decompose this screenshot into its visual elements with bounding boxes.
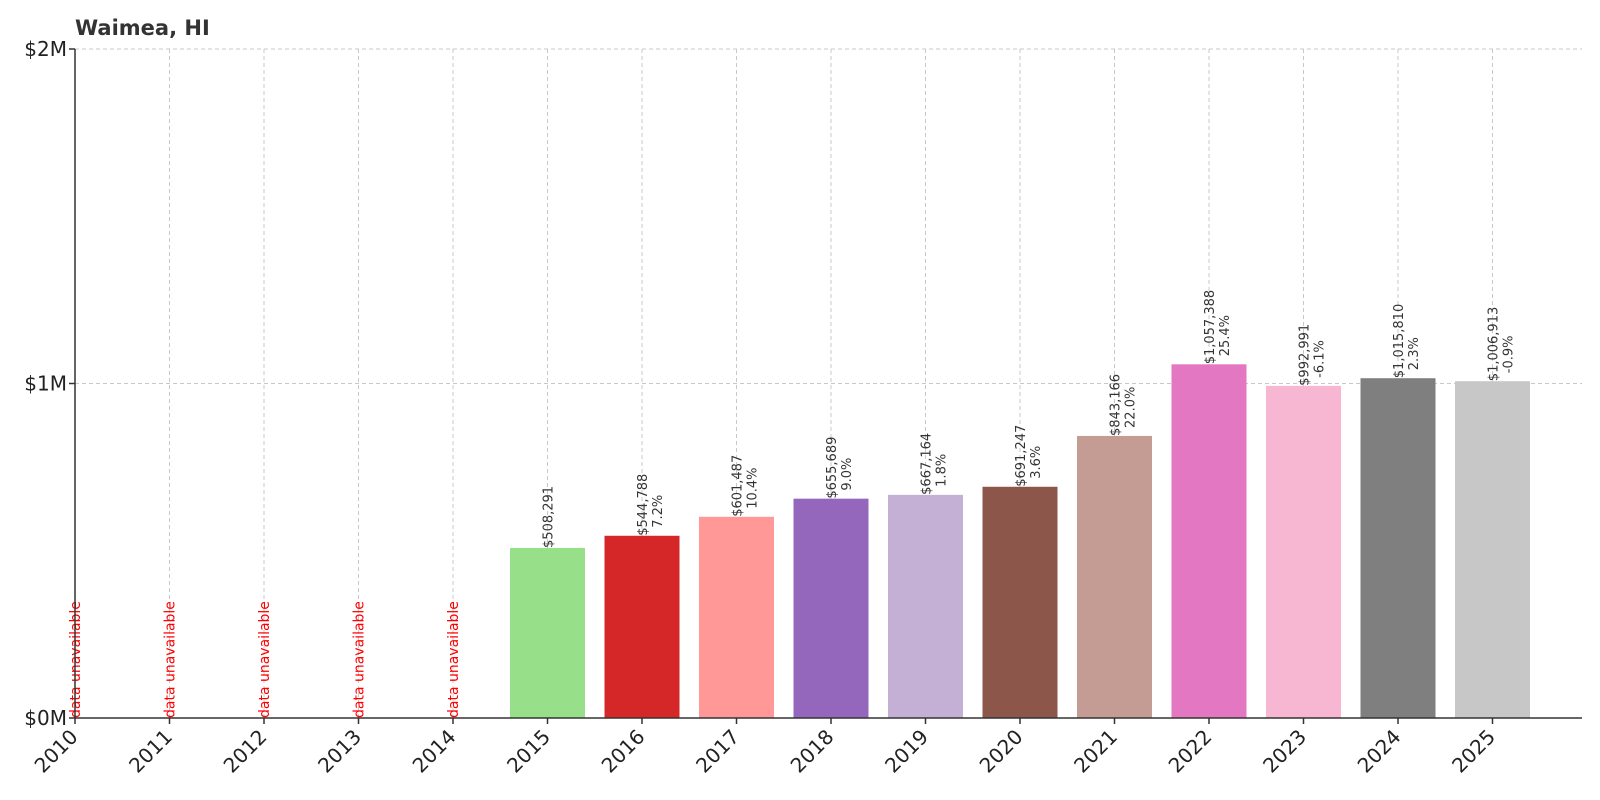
bar-2023 (1266, 385, 1341, 718)
value-label: $1,015,810 (1392, 304, 1407, 378)
bar-2020 (982, 486, 1058, 718)
bar-2025 (1455, 381, 1530, 718)
x-tick-label: 2015 (502, 725, 555, 778)
value-label: $508,291 (542, 486, 557, 548)
x-tick-label: 2020 (975, 725, 1028, 778)
x-tick-label: 2021 (1069, 725, 1122, 778)
x-tick-label: 2011 (124, 725, 177, 778)
change-label: 10.4% (746, 467, 761, 508)
x-tick-label: 2014 (408, 725, 461, 778)
x-tick-label: 2024 (1353, 725, 1406, 778)
value-label: $544,788 (636, 474, 651, 536)
data-labels: data unavailable data unavailable data una… (68, 290, 1517, 718)
unavailable-label: data unavailable (446, 601, 462, 718)
x-tick-label: 2025 (1447, 725, 1500, 778)
bar-2019 (888, 494, 963, 718)
chart-title: Waimea, HI (75, 16, 210, 40)
change-label: 1.8% (935, 454, 950, 487)
axes (69, 48, 1582, 724)
x-tick-label: 2022 (1164, 725, 1217, 778)
change-label: 25.4% (1218, 315, 1233, 356)
value-label: $601,487 (731, 455, 746, 517)
value-label: $1,006,913 (1487, 307, 1502, 381)
unavailable-label: data unavailable (163, 601, 179, 718)
bar-2024 (1360, 378, 1436, 718)
y-tick-label: $0M (24, 706, 67, 730)
x-tick-label: 2019 (880, 725, 933, 778)
change-label: 3.6% (1029, 446, 1044, 479)
unavailable-label: data unavailable (352, 601, 368, 718)
value-label: $691,247 (1014, 425, 1029, 487)
x-tick-label: 2016 (597, 725, 650, 778)
bar-2021 (1077, 435, 1152, 718)
bar-2018 (793, 498, 869, 718)
change-label: -0.9% (1502, 335, 1517, 373)
x-tick-label: 2010 (30, 725, 83, 778)
change-label: 2.3% (1407, 337, 1422, 370)
change-label: -6.1% (1313, 340, 1328, 378)
x-tick-label: 2023 (1258, 725, 1311, 778)
bars (510, 364, 1530, 718)
bar-2022 (1171, 364, 1247, 718)
x-tick-label: 2013 (313, 725, 366, 778)
grid-lines (74, 48, 1582, 718)
value-label: $992,991 (1298, 324, 1313, 386)
bar-2017 (699, 516, 774, 718)
unavailable-label: data unavailable (257, 601, 273, 718)
value-label: $843,166 (1109, 374, 1124, 436)
change-label: 22.0% (1124, 387, 1139, 428)
change-label: 7.2% (651, 495, 666, 528)
x-tick-label: 2018 (786, 725, 839, 778)
y-tick-label: $1M (24, 372, 67, 396)
y-tick-label: $2M (24, 37, 67, 61)
value-label: $1,057,388 (1203, 290, 1218, 364)
bar-2016 (604, 535, 680, 718)
bar-2015 (510, 547, 585, 718)
unavailable-label: data unavailable (68, 601, 84, 718)
value-label: $655,689 (825, 437, 840, 499)
x-tick-label: 2012 (219, 725, 272, 778)
x-tick-label: 2017 (691, 725, 744, 778)
change-label: 9.0% (840, 458, 855, 491)
value-label: $667,164 (920, 433, 935, 495)
